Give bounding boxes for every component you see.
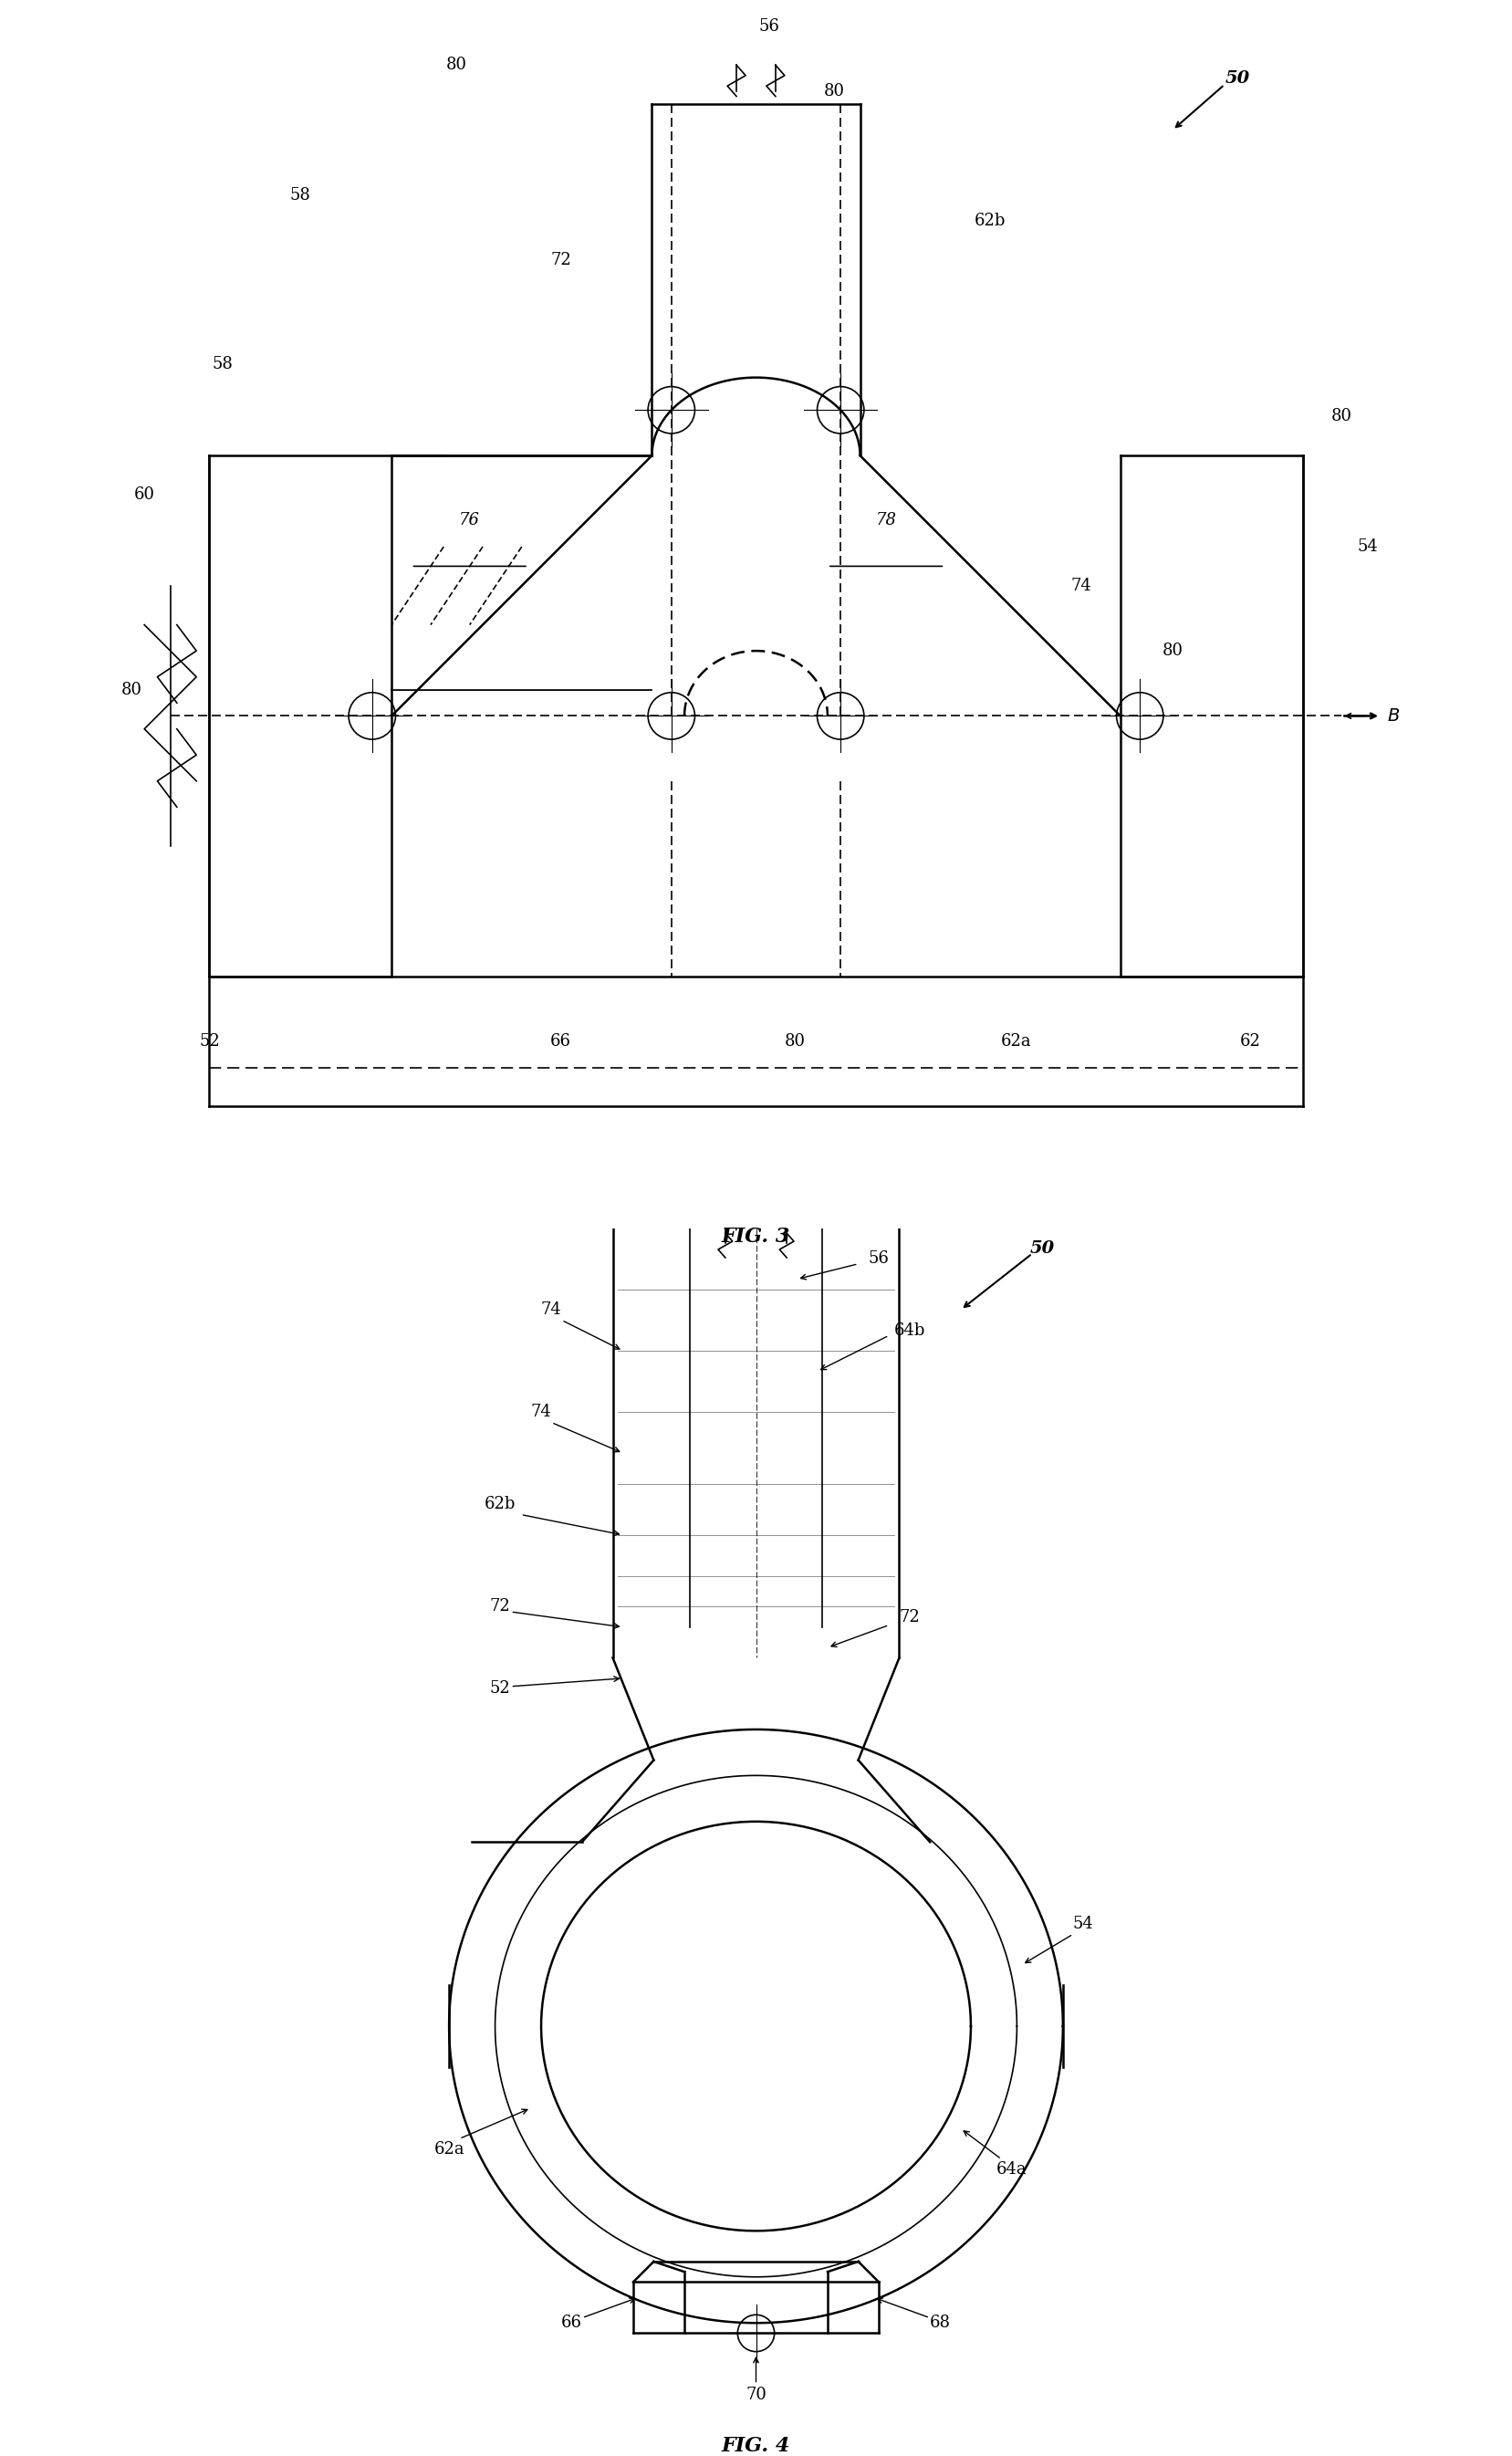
- Text: 54: 54: [1358, 538, 1377, 555]
- Text: 62a: 62a: [434, 2142, 464, 2156]
- Text: FIG. 3: FIG. 3: [721, 1226, 791, 1248]
- Text: 80: 80: [824, 84, 845, 98]
- Text: 78: 78: [875, 513, 897, 528]
- Text: 64b: 64b: [894, 1321, 925, 1339]
- Text: 50: 50: [1030, 1240, 1055, 1257]
- Text: 80: 80: [1161, 643, 1182, 658]
- Text: 76: 76: [460, 513, 481, 528]
- Text: 52: 52: [200, 1034, 219, 1049]
- Text: 62a: 62a: [1001, 1034, 1031, 1049]
- Text: 70: 70: [745, 2387, 767, 2402]
- Text: 62: 62: [1240, 1034, 1261, 1049]
- Text: 54: 54: [1074, 1916, 1093, 1933]
- Text: 80: 80: [121, 683, 142, 698]
- Text: 52: 52: [490, 1680, 511, 1697]
- Text: 64a: 64a: [996, 2161, 1027, 2178]
- Text: 62b: 62b: [975, 214, 1005, 228]
- Text: 74: 74: [531, 1405, 552, 1420]
- Text: 62b: 62b: [484, 1496, 516, 1513]
- Text: 72: 72: [490, 1599, 511, 1616]
- Text: 80: 80: [1331, 408, 1352, 425]
- Text: 74: 74: [541, 1302, 562, 1319]
- Text: 58: 58: [212, 356, 233, 373]
- Text: 80: 80: [446, 56, 467, 74]
- Text: 66: 66: [550, 1034, 572, 1049]
- Text: FIG. 4: FIG. 4: [721, 2436, 791, 2456]
- Text: 66: 66: [561, 2314, 582, 2331]
- Text: 72: 72: [900, 1609, 919, 1626]
- Text: 80: 80: [785, 1034, 806, 1049]
- Text: 72: 72: [550, 253, 572, 268]
- Text: 68: 68: [930, 2314, 951, 2331]
- Text: 56: 56: [759, 17, 780, 34]
- Text: 58: 58: [290, 187, 311, 204]
- Text: 56: 56: [868, 1250, 889, 1267]
- Text: 60: 60: [135, 486, 154, 503]
- Text: B: B: [1387, 707, 1400, 725]
- Text: 50: 50: [1225, 69, 1250, 86]
- Text: 74: 74: [1070, 577, 1092, 594]
